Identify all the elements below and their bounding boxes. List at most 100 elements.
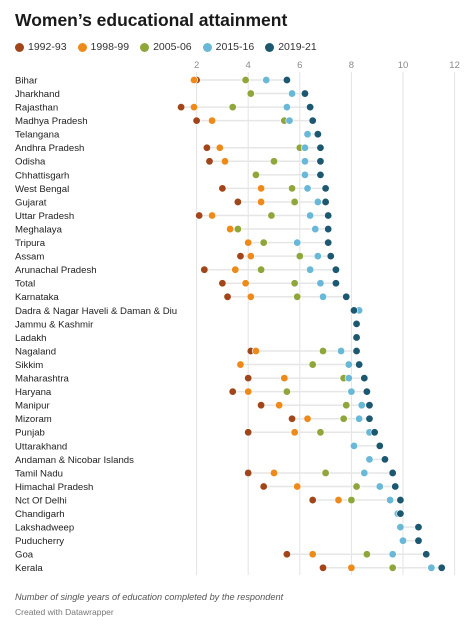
data-point — [349, 306, 358, 315]
row-label: Jammu & Kashmir — [15, 319, 94, 330]
legend-label: 2015-16 — [215, 41, 255, 53]
data-point — [282, 76, 291, 85]
row-label: Nagaland — [15, 346, 56, 357]
data-point — [220, 157, 229, 166]
data-point — [306, 103, 315, 112]
data-point — [231, 265, 240, 274]
data-point — [316, 143, 325, 152]
data-point — [285, 116, 294, 125]
data-point — [375, 441, 384, 450]
data-point — [352, 346, 361, 355]
row-label: Total — [15, 279, 35, 290]
data-point — [437, 563, 446, 572]
data-point — [244, 428, 253, 437]
row-label: Goa — [15, 550, 34, 561]
data-point — [316, 157, 325, 166]
data-point — [316, 170, 325, 179]
data-point — [388, 563, 397, 572]
row-label: Maharashtra — [15, 374, 70, 385]
data-point — [226, 225, 235, 234]
row-label: Puducherry — [15, 536, 64, 547]
x-tick-label: 4 — [246, 60, 251, 71]
data-point — [347, 563, 356, 572]
data-point — [324, 225, 333, 234]
data-point — [319, 563, 328, 572]
credit: Created with Datawrapper — [15, 607, 114, 617]
data-point — [362, 387, 371, 396]
row-label: Gujarat — [15, 197, 47, 208]
data-point — [331, 265, 340, 274]
data-point — [308, 550, 317, 559]
legend-swatch — [140, 42, 150, 52]
data-point — [257, 265, 266, 274]
data-point — [414, 536, 423, 545]
data-point — [331, 279, 340, 288]
data-point — [355, 414, 364, 423]
data-point — [288, 89, 297, 98]
data-point — [228, 387, 237, 396]
data-point — [344, 374, 353, 383]
data-point — [300, 89, 309, 98]
row-label: Uttarakhand — [15, 441, 67, 452]
data-point — [246, 89, 255, 98]
data-point — [365, 401, 374, 410]
data-point — [241, 76, 250, 85]
data-point — [380, 455, 389, 464]
data-point — [396, 509, 405, 518]
data-point — [244, 468, 253, 477]
data-point — [370, 428, 379, 437]
data-point — [257, 197, 266, 206]
legend-label: 2019-21 — [278, 41, 317, 53]
data-point — [275, 401, 284, 410]
data-point — [233, 197, 242, 206]
row-label: Madhya Pradesh — [15, 116, 88, 127]
data-point — [269, 157, 278, 166]
data-point — [208, 211, 217, 220]
data-point — [303, 184, 312, 193]
data-point — [352, 319, 361, 328]
row-label: Kerala — [15, 563, 43, 574]
data-point — [308, 496, 317, 505]
data-point — [375, 482, 384, 491]
data-point — [223, 292, 232, 301]
data-point — [288, 184, 297, 193]
data-point — [319, 292, 328, 301]
data-point — [319, 346, 328, 355]
row-label: Andhra Pradesh — [15, 143, 84, 154]
legend-swatch — [265, 42, 275, 52]
data-point — [208, 116, 217, 125]
data-point — [215, 143, 224, 152]
data-point — [326, 252, 335, 261]
data-point — [362, 550, 371, 559]
data-point — [324, 211, 333, 220]
dot-plot: 2 4 6 8 10 12 Bihar Jharkhand Rajasthan Madhya Pr… — [15, 60, 460, 575]
row-label: Karnataka — [15, 292, 59, 303]
row-label: Ladakh — [15, 333, 46, 344]
data-point — [290, 428, 299, 437]
data-point — [218, 279, 227, 288]
data-point — [257, 184, 266, 193]
data-point — [300, 170, 309, 179]
data-point — [321, 184, 330, 193]
data-point — [349, 441, 358, 450]
legend-swatch — [202, 42, 212, 52]
data-point — [303, 414, 312, 423]
data-point — [280, 374, 289, 383]
legend-item: 1992-93 — [15, 41, 67, 53]
row-label: Telangana — [15, 130, 60, 141]
x-tick-label: 10 — [398, 60, 409, 71]
data-point — [306, 211, 315, 220]
data-point — [259, 482, 268, 491]
data-point — [233, 225, 242, 234]
data-point — [308, 360, 317, 369]
data-point — [251, 346, 260, 355]
data-point — [344, 360, 353, 369]
data-point — [290, 197, 299, 206]
data-point — [324, 238, 333, 247]
data-point — [355, 360, 364, 369]
data-point — [288, 414, 297, 423]
data-point — [398, 536, 407, 545]
legend-item: 2019-21 — [265, 41, 317, 53]
data-point — [177, 103, 186, 112]
data-point — [290, 279, 299, 288]
